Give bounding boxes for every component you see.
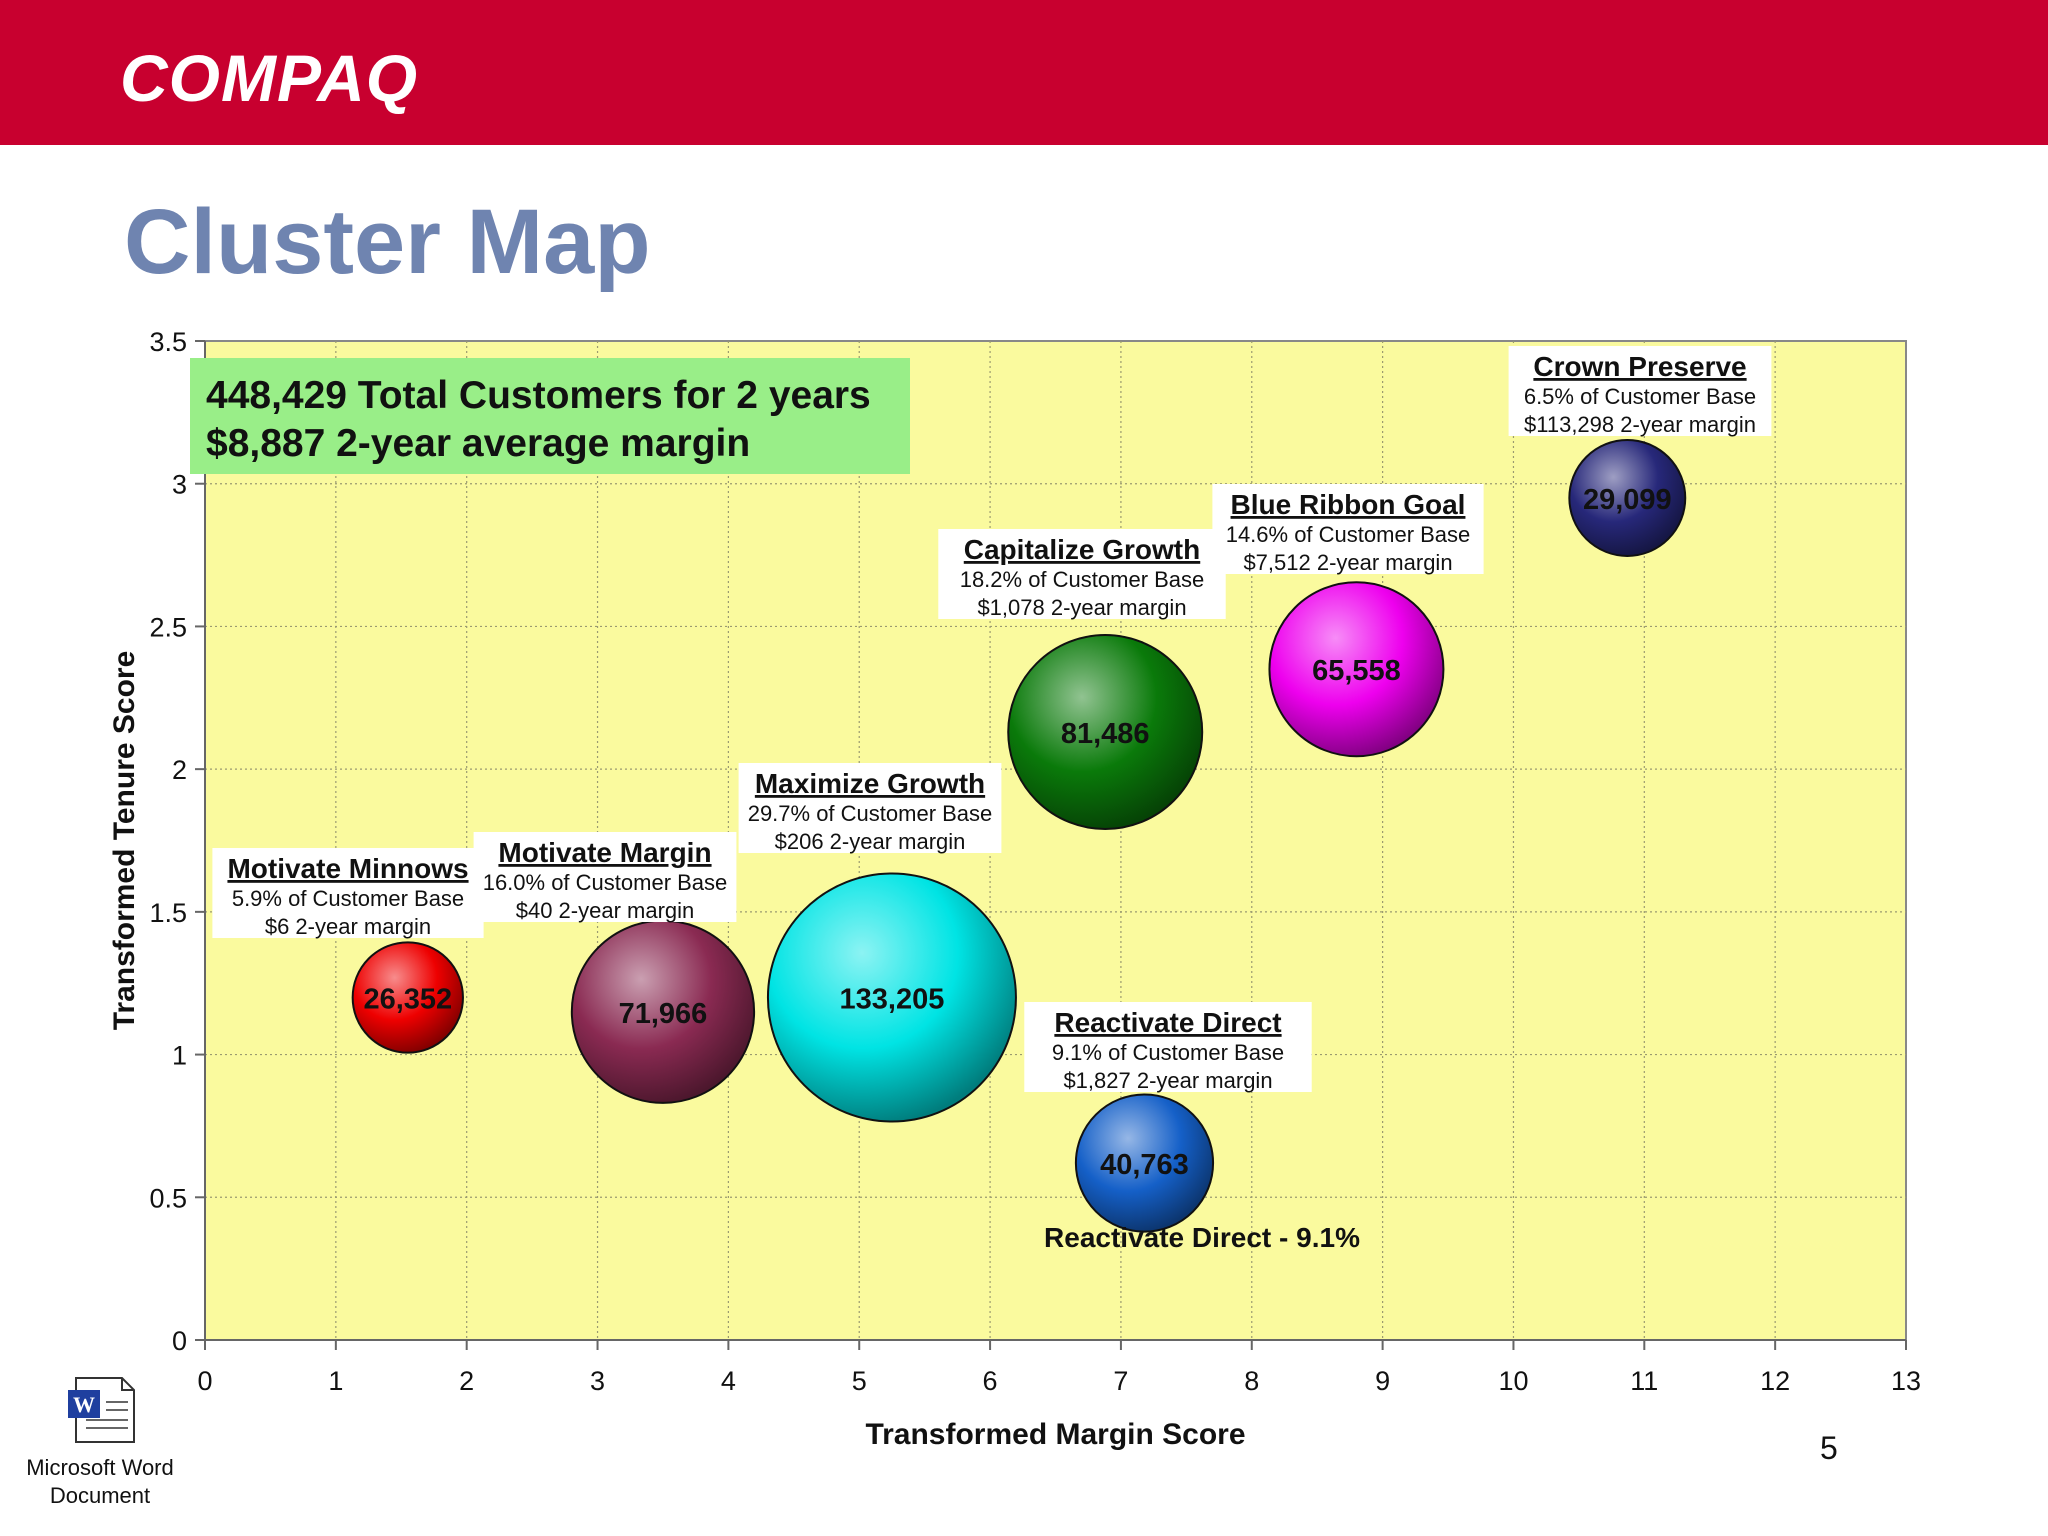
y-tick-label: 3.5	[149, 327, 187, 357]
callout-margin-motivate-margin: $40 2-year margin	[516, 898, 695, 923]
reactivate-direct-annotation: Reactivate Direct - 9.1%	[1044, 1222, 1360, 1253]
callout-margin-maximize-growth: $206 2-year margin	[775, 829, 966, 854]
x-axis-label: Transformed Margin Score	[865, 1418, 1245, 1451]
summary-line-1: 448,429 Total Customers for 2 years	[206, 374, 871, 417]
x-tick-label: 13	[1891, 1366, 1921, 1396]
x-tick-label: 11	[1630, 1366, 1658, 1396]
bubble-value-crown-preserve: 29,099	[1583, 484, 1672, 516]
bubble-blue-ribbon-goal	[1268, 581, 1445, 758]
y-tick-label: 2	[172, 755, 187, 785]
callout-title-reactivate-direct: Reactivate Direct	[1054, 1007, 1281, 1038]
callout-share-maximize-growth: 29.7% of Customer Base	[748, 801, 993, 826]
callout-share-reactivate-direct: 9.1% of Customer Base	[1052, 1040, 1284, 1065]
summary-box	[190, 358, 910, 474]
bubble-capitalize-growth	[1007, 634, 1204, 831]
x-tick-label: 5	[852, 1366, 867, 1396]
word-document-icon[interactable]: W	[66, 1376, 138, 1444]
y-tick-label: 1	[172, 1041, 187, 1071]
bubble-crown-preserve	[1568, 439, 1687, 557]
y-tick-label: 3	[172, 470, 187, 500]
x-tick-label: 1	[328, 1366, 343, 1396]
callout-share-capitalize-growth: 18.2% of Customer Base	[960, 567, 1205, 592]
callout-share-motivate-minnows: 5.9% of Customer Base	[232, 886, 464, 911]
callout-share-blue-ribbon-goal: 14.6% of Customer Base	[1226, 522, 1471, 547]
x-tick-label: 7	[1113, 1366, 1128, 1396]
bubble-value-motivate-margin: 71,966	[619, 998, 708, 1030]
callout-margin-blue-ribbon-goal: $7,512 2-year margin	[1243, 550, 1452, 575]
callout-title-motivate-margin: Motivate Margin	[498, 837, 711, 868]
callout-margin-crown-preserve: $113,298 2-year margin	[1524, 412, 1756, 437]
x-tick-label: 12	[1760, 1366, 1790, 1396]
page-number: 5	[1820, 1430, 1838, 1466]
callout-title-capitalize-growth: Capitalize Growth	[964, 534, 1200, 565]
callout-margin-motivate-minnows: $6 2-year margin	[265, 914, 431, 939]
x-tick-label: 9	[1375, 1366, 1390, 1396]
x-tick-label: 0	[197, 1366, 212, 1396]
summary-line-2: $8,887 2-year average margin	[206, 422, 750, 465]
header-bar: COMPAQ	[0, 0, 2048, 145]
x-tick-label: 6	[983, 1366, 998, 1396]
callout-box-capitalize-growth	[938, 529, 1226, 619]
y-tick-label: 1.5	[149, 898, 187, 928]
x-tick-label: 3	[590, 1366, 605, 1396]
svg-text:W: W	[73, 1392, 95, 1417]
bubble-value-motivate-minnows: 26,352	[363, 983, 452, 1015]
bubble-reactivate-direct	[1074, 1093, 1215, 1233]
x-tick-label: 10	[1498, 1366, 1528, 1396]
callout-box-motivate-minnows	[212, 848, 484, 938]
y-tick-label: 2.5	[149, 612, 187, 642]
callout-box-blue-ribbon-goal	[1212, 484, 1484, 574]
bubble-value-blue-ribbon-goal: 65,558	[1312, 655, 1401, 687]
x-tick-label: 8	[1244, 1366, 1259, 1396]
callout-margin-capitalize-growth: $1,078 2-year margin	[977, 595, 1186, 620]
x-tick-label: 4	[721, 1366, 736, 1396]
page-title: Cluster Map	[124, 191, 651, 293]
bubble-value-capitalize-growth: 81,486	[1061, 718, 1150, 750]
callout-title-blue-ribbon-goal: Blue Ribbon Goal	[1231, 489, 1466, 520]
callout-title-maximize-growth: Maximize Growth	[755, 768, 985, 799]
y-axis-label: Transformed Tenure Score	[108, 651, 141, 1031]
word-caption-line2: Document	[49, 1483, 151, 1508]
y-tick-label: 0	[172, 1326, 187, 1356]
callout-box-reactivate-direct	[1024, 1002, 1312, 1092]
callout-title-crown-preserve: Crown Preserve	[1533, 351, 1746, 382]
bubble-maximize-growth	[766, 872, 1017, 1123]
word-document-caption: Microsoft Word Document	[10, 1454, 190, 1510]
callout-title-motivate-minnows: Motivate Minnows	[227, 853, 468, 884]
word-caption-line1: Microsoft Word	[26, 1455, 174, 1480]
callout-margin-reactivate-direct: $1,827 2-year margin	[1063, 1068, 1272, 1093]
callout-box-crown-preserve	[1508, 346, 1772, 436]
bubble-motivate-minnows	[351, 941, 464, 1054]
compaq-logo: COMPAQ	[120, 41, 419, 115]
callout-box-motivate-margin	[473, 832, 737, 922]
y-tick-label: 0.5	[149, 1183, 187, 1213]
bubble-value-reactivate-direct: 40,763	[1100, 1149, 1189, 1181]
x-tick-label: 2	[459, 1366, 474, 1396]
callout-share-motivate-margin: 16.0% of Customer Base	[483, 870, 728, 895]
callout-share-crown-preserve: 6.5% of Customer Base	[1524, 384, 1756, 409]
bubble-value-maximize-growth: 133,205	[840, 983, 945, 1015]
callout-box-maximize-growth	[738, 763, 1002, 853]
